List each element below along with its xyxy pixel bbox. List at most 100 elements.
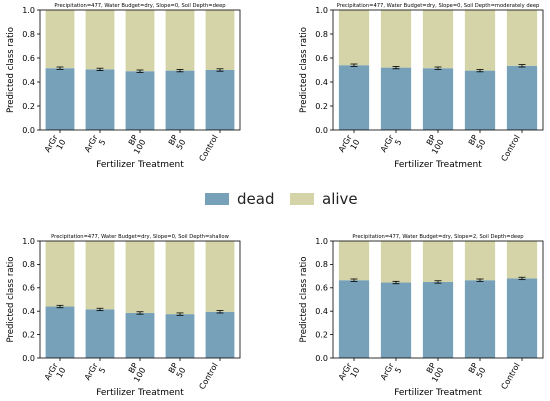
bar-alive bbox=[125, 241, 155, 313]
bar-dead bbox=[464, 280, 496, 358]
bar-dead bbox=[205, 311, 235, 358]
bar-dead bbox=[380, 282, 412, 358]
x-tick-label: BP50 bbox=[467, 361, 488, 379]
y-tick-label: 0.8 bbox=[315, 30, 328, 39]
bar-dead bbox=[45, 68, 75, 130]
legend-swatch-dead bbox=[205, 193, 229, 205]
bar-dead bbox=[205, 70, 235, 130]
y-tick-label: 0.6 bbox=[315, 54, 328, 63]
x-axis-label: Fertilizer Treatment bbox=[96, 160, 184, 170]
y-tick-label: 0.4 bbox=[315, 307, 328, 316]
bar-dead bbox=[45, 306, 75, 358]
x-tick-label: Control bbox=[197, 134, 219, 164]
bar-alive bbox=[506, 241, 538, 279]
x-tick-label: ArGr5 bbox=[83, 133, 108, 158]
chart-panel-4: ArGr10 ArGr5 BP100 BP50 Control 0.0 0.2 0.4 0.6 0… bbox=[299, 234, 544, 398]
bar-alive bbox=[165, 241, 195, 315]
x-axis-label: Fertilizer Treatment bbox=[394, 160, 482, 170]
bar-dead bbox=[380, 67, 412, 130]
bar-alive bbox=[45, 10, 75, 69]
plot-frame bbox=[39, 9, 241, 131]
x-tick-label: ArGr10 bbox=[337, 361, 362, 386]
bar-dead bbox=[506, 65, 538, 130]
x-tick-label: BP100 bbox=[124, 133, 147, 155]
bar-alive bbox=[85, 241, 115, 310]
y-tick-label: 0.4 bbox=[22, 78, 35, 87]
x-axis-label: Fertilizer Treatment bbox=[96, 388, 184, 398]
x-tick-label: Control bbox=[499, 134, 521, 164]
bar-alive bbox=[165, 10, 195, 71]
bar-alive bbox=[464, 10, 496, 71]
bar-dead bbox=[85, 309, 115, 358]
bar-alive bbox=[464, 241, 496, 281]
x-axis-label: Fertilizer Treatment bbox=[394, 388, 482, 398]
bar-dead bbox=[422, 68, 454, 130]
bar-alive bbox=[506, 10, 538, 66]
plot-frame bbox=[39, 240, 241, 359]
chart-title: Precipitation=477, Water Budget=dry, Slo… bbox=[51, 234, 229, 240]
bar-alive bbox=[380, 241, 412, 283]
y-axis-label: Predicted class ratio bbox=[6, 256, 16, 342]
bar-alive bbox=[338, 241, 370, 281]
y-axis-label: Predicted class ratio bbox=[6, 27, 16, 113]
y-tick-label: 0.6 bbox=[315, 284, 328, 293]
x-tick-label: BP100 bbox=[124, 361, 147, 383]
bar-alive bbox=[205, 10, 235, 70]
bar-alive bbox=[338, 10, 370, 66]
y-tick-label: 1.0 bbox=[315, 237, 328, 246]
chart-title: Precipitation=477, Water Budget=dry, Slo… bbox=[352, 234, 524, 240]
bar-dead bbox=[338, 65, 370, 130]
legend: dead alive bbox=[205, 187, 385, 211]
legend-label-alive: alive bbox=[322, 190, 358, 208]
bar-dead bbox=[165, 70, 195, 130]
y-tick-label: 0.2 bbox=[315, 102, 328, 111]
bar-alive bbox=[380, 10, 412, 68]
y-tick-label: 1.0 bbox=[22, 237, 35, 246]
y-tick-label: 0.2 bbox=[22, 330, 35, 339]
y-tick-label: 0.8 bbox=[22, 30, 35, 39]
y-tick-label: 1.0 bbox=[22, 6, 35, 15]
y-tick-label: 1.0 bbox=[315, 6, 328, 15]
chart-panel-1: ArGr10 ArGr5 BP100 BP50 Control 0.0 0.2 0.4 0.6 0… bbox=[6, 3, 241, 170]
plot-frame bbox=[332, 240, 544, 359]
y-tick-label: 0.4 bbox=[22, 307, 35, 316]
x-tick-label: BP50 bbox=[167, 133, 188, 151]
bar-dead bbox=[85, 69, 115, 130]
chart-panel-2: ArGr10 ArGr5 BP100 BP50 Control 0.0 0.2 0.4 0.6 0… bbox=[299, 3, 544, 170]
chart-title: Precipitation=477, Water Budget=dry, Slo… bbox=[337, 3, 540, 9]
bar-dead bbox=[338, 280, 370, 358]
x-tick-label: ArGr10 bbox=[43, 361, 68, 386]
bar-alive bbox=[125, 10, 155, 72]
x-tick-label: BP100 bbox=[422, 133, 445, 155]
bar-alive bbox=[85, 10, 115, 70]
x-tick-label: BP50 bbox=[467, 133, 488, 151]
x-tick-label: ArGr5 bbox=[379, 361, 404, 386]
bar-dead bbox=[165, 314, 195, 358]
bar-dead bbox=[125, 71, 155, 130]
legend-label-dead: dead bbox=[237, 190, 275, 208]
y-tick-label: 0.6 bbox=[22, 54, 35, 63]
bar-alive bbox=[205, 241, 235, 312]
bar-alive bbox=[45, 241, 75, 307]
legend-swatch-alive bbox=[290, 193, 314, 205]
bar-dead bbox=[422, 281, 454, 358]
y-tick-label: 0.8 bbox=[22, 260, 35, 269]
bar-alive bbox=[422, 241, 454, 282]
y-tick-label: 0.2 bbox=[315, 330, 328, 339]
y-tick-label: 0.0 bbox=[315, 354, 328, 363]
bar-alive bbox=[422, 10, 454, 69]
legend-item-dead: dead bbox=[205, 187, 274, 211]
x-tick-label: ArGr10 bbox=[43, 133, 68, 158]
legend-item-alive: alive bbox=[290, 187, 358, 211]
chart-title: Precipitation=477, Water Budget=dry, Slo… bbox=[54, 3, 226, 9]
y-tick-label: 0.4 bbox=[315, 78, 328, 87]
y-tick-label: 0.0 bbox=[22, 354, 35, 363]
x-tick-label: ArGr5 bbox=[83, 361, 108, 386]
plot-frame bbox=[332, 9, 544, 131]
y-axis-label: Predicted class ratio bbox=[299, 256, 309, 342]
x-tick-label: ArGr5 bbox=[379, 133, 404, 158]
y-tick-label: 0.6 bbox=[22, 284, 35, 293]
y-tick-label: 0.0 bbox=[315, 126, 328, 135]
bar-dead bbox=[506, 278, 538, 358]
